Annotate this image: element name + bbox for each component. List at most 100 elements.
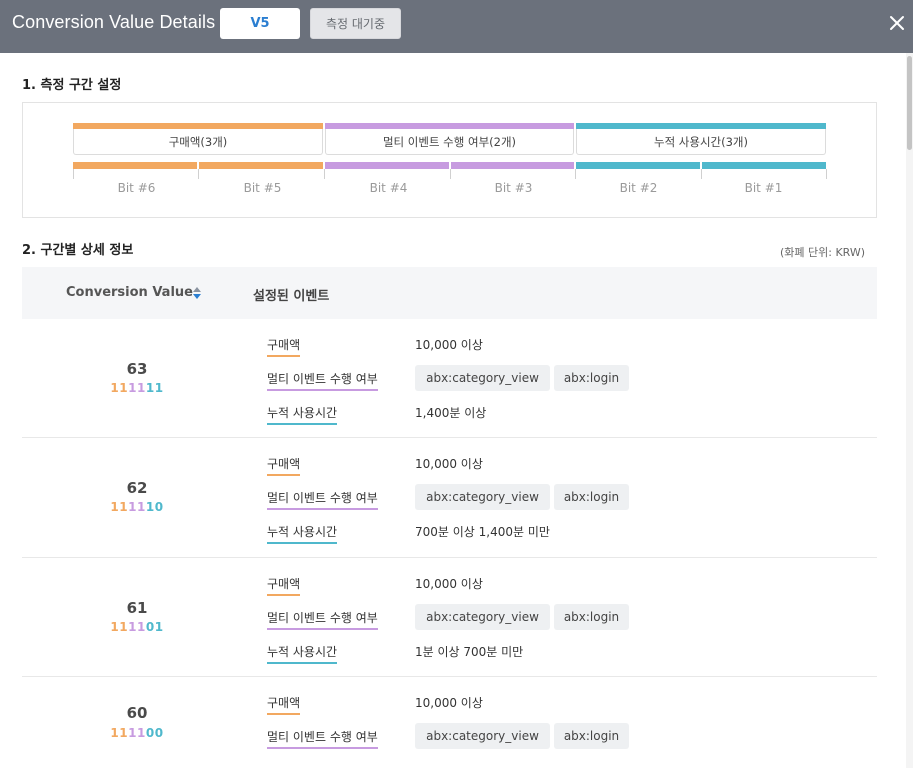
event-value-usage-time: 1분 이상 700분 미만 (415, 645, 524, 659)
bit-digit: 1 (154, 381, 164, 395)
event-label-purchase: 구매액 (267, 694, 301, 715)
bit-tick (324, 169, 325, 179)
conversion-bits: 111111 (22, 381, 252, 395)
bit-bar-4 (325, 162, 449, 169)
bit-digit: 0 (145, 726, 155, 740)
scrollbar-thumb[interactable] (907, 56, 912, 150)
table-row: 63 111111 구매액 10,000 이상 멀티 이벤트 수행 여부 abx… (22, 319, 877, 438)
bit-tick (701, 169, 702, 179)
bit-digit: 1 (119, 500, 129, 514)
group-bar-usage-time (576, 123, 826, 129)
event-chip: abx:category_view (415, 484, 550, 510)
bit-bar-6 (73, 162, 197, 169)
bit-bar-5 (199, 162, 323, 169)
bit-tick (450, 169, 451, 179)
conversion-bits: 111100 (22, 726, 252, 740)
sort-icon[interactable] (192, 286, 202, 300)
bit-label: Bit #1 (744, 181, 783, 195)
bit-label: Bit #5 (243, 181, 282, 195)
event-label-multi: 멀티 이벤트 수행 여부 (267, 609, 378, 630)
event-label-multi: 멀티 이벤트 수행 여부 (267, 489, 378, 510)
table-row: 62 111110 구매액 10,000 이상 멀티 이벤트 수행 여부 abx… (22, 438, 877, 558)
status-button[interactable]: 측정 대기중 (310, 8, 401, 39)
event-value-purchase: 10,000 이상 (415, 577, 483, 591)
conversion-value: 62 (126, 479, 148, 497)
event-label-multi: 멀티 이벤트 수행 여부 (267, 728, 378, 749)
bit-digit: 1 (128, 500, 137, 514)
event-chip: abx:category_view (415, 365, 550, 391)
column-header-conversion-value[interactable]: Conversion Value (66, 285, 193, 300)
event-label-purchase: 구매액 (267, 336, 301, 357)
bit-tick (73, 169, 74, 179)
table-row: 60 111100 구매액 10,000 이상 멀티 이벤트 수행 여부 abx… (22, 677, 877, 768)
conversion-value: 60 (126, 704, 148, 722)
group-bar-purchase (73, 123, 323, 129)
event-label-usage-time: 누적 사용시간 (267, 404, 338, 425)
bit-digit: 1 (145, 500, 155, 514)
column-header-events: 설정된 이벤트 (253, 289, 330, 304)
bit-bar-1 (702, 162, 826, 169)
group-bar-multi-event (325, 123, 574, 129)
section-title-range: 1. 측정 구간 설정 (22, 78, 122, 93)
modal-header: Conversion Value Details V5 측정 대기중 (0, 0, 913, 53)
event-label-purchase: 구매액 (267, 455, 301, 476)
bit-tick (198, 169, 199, 179)
group-purchase: 구매액(3개) (73, 123, 323, 155)
bit-digit: 1 (119, 620, 129, 634)
bit-digit: 1 (128, 620, 137, 634)
table-row: 61 111101 구매액 10,000 이상 멀티 이벤트 수행 여부 abx… (22, 558, 877, 677)
bit-label: Bit #6 (117, 181, 156, 195)
bit-label: Bit #3 (494, 181, 533, 195)
bit-digit: 0 (154, 726, 164, 740)
event-label-multi: 멀티 이벤트 수행 여부 (267, 370, 378, 391)
bit-digit: 1 (110, 726, 120, 740)
event-chip: abx:login (554, 604, 629, 630)
currency-unit-note: (화폐 단위: KRW) (780, 246, 866, 259)
conversion-value: 61 (126, 599, 148, 617)
bit-bar-2 (576, 162, 700, 169)
event-label-usage-time: 누적 사용시간 (267, 523, 338, 544)
bit-digit: 1 (110, 500, 120, 514)
event-label-usage-time: 누적 사용시간 (267, 643, 338, 664)
table-header: Conversion Value 설정된 이벤트 (22, 267, 877, 319)
event-chip: abx:category_view (415, 723, 550, 749)
group-label-purchase: 구매액(3개) (168, 134, 228, 149)
close-icon[interactable] (886, 12, 908, 34)
group-multi-event: 멀티 이벤트 수행 여부(2개) (325, 123, 574, 155)
bit-digit: 1 (154, 620, 164, 634)
bit-digit: 1 (110, 620, 120, 634)
event-value-purchase: 10,000 이상 (415, 457, 483, 471)
version-badge[interactable]: V5 (220, 8, 300, 39)
section-title-details: 2. 구간별 상세 정보 (22, 243, 134, 258)
event-chip: abx:login (554, 723, 629, 749)
bit-label: Bit #4 (369, 181, 408, 195)
bit-label: Bit #2 (619, 181, 658, 195)
group-label-multi-event: 멀티 이벤트 수행 여부(2개) (382, 134, 517, 149)
event-value-usage-time: 1,400분 이상 (415, 406, 487, 420)
event-value-purchase: 10,000 이상 (415, 696, 483, 710)
event-label-purchase: 구매액 (267, 575, 301, 596)
bit-tick (826, 169, 827, 179)
bit-tick (575, 169, 576, 179)
conversion-bits: 111110 (22, 500, 252, 514)
bit-bar-3 (451, 162, 574, 169)
bit-digit: 0 (154, 500, 164, 514)
bit-digit: 1 (128, 726, 137, 740)
group-usage-time: 누적 사용시간(3개) (576, 123, 826, 155)
bit-digit: 0 (145, 620, 155, 634)
conversion-value: 63 (126, 360, 148, 378)
bit-digit: 1 (110, 381, 120, 395)
event-chip: abx:login (554, 484, 629, 510)
bit-range-panel: 구매액(3개) 멀티 이벤트 수행 여부(2개) 누적 사용시간(3개) Bit… (22, 102, 877, 218)
scrollbar-track[interactable] (906, 53, 913, 768)
event-value-purchase: 10,000 이상 (415, 338, 483, 352)
bit-digit: 1 (137, 620, 146, 634)
bit-digit: 1 (119, 381, 129, 395)
event-chip: abx:category_view (415, 604, 550, 630)
modal-title: Conversion Value Details (12, 12, 216, 32)
bit-digit: 1 (137, 726, 146, 740)
bit-digit: 1 (137, 500, 146, 514)
group-label-usage-time: 누적 사용시간(3개) (653, 134, 748, 149)
bit-digit: 1 (137, 381, 146, 395)
conversion-bits: 111101 (22, 620, 252, 634)
